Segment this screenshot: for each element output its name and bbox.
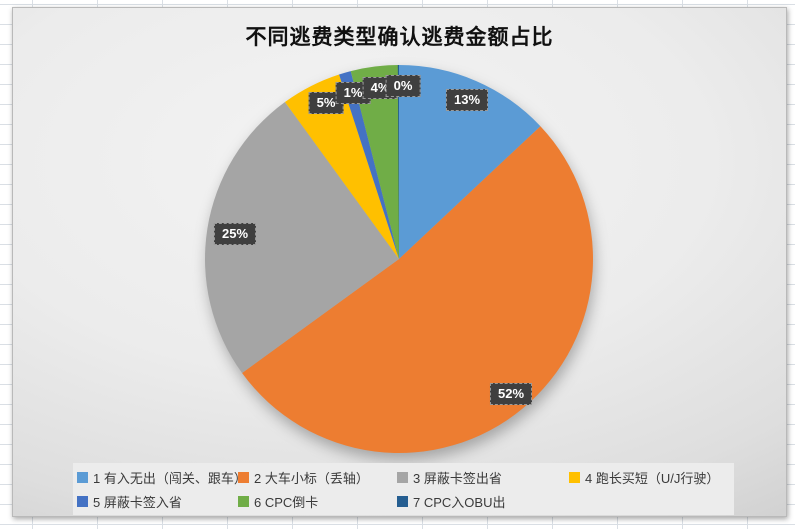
legend-item-1[interactable]: 1 有入无出（闯关、跟车） xyxy=(77,467,247,487)
data-label-2[interactable]: 52% xyxy=(489,383,533,405)
pie-chart xyxy=(204,64,594,454)
legend-color-swatch xyxy=(569,471,580,483)
pie-slice-1[interactable] xyxy=(399,65,541,259)
legend-item-7[interactable]: 7 CPC入OBU出 xyxy=(397,491,505,511)
legend-item-label: 7 CPC入OBU出 xyxy=(413,494,506,510)
legend-item-label: 3 屏蔽卡签出省 xyxy=(413,470,502,486)
legend-item-label: 1 有入无出（闯关、跟车） xyxy=(93,470,247,486)
chart-title: 不同逃费类型确认逃费金额占比 xyxy=(245,26,554,49)
chart-object[interactable]: 不同逃费类型确认逃费金额占比 13% 52% 25% 5% 1% 4% 0% 1 有入无出（… xyxy=(12,7,787,517)
pie-slice-2[interactable] xyxy=(242,126,594,454)
legend-color-swatch xyxy=(397,495,408,507)
data-label-3[interactable]: 25% xyxy=(213,223,257,245)
legend-item-4[interactable]: 4 跑长买短（U/J行驶） xyxy=(569,467,719,487)
legend-item-5[interactable]: 5 屏蔽卡签入省 xyxy=(77,491,182,511)
legend-item-label: 2 大车小标（丢轴） xyxy=(254,470,369,486)
legend-item-label: 6 CPC倒卡 xyxy=(254,494,319,510)
data-label-4[interactable]: 5% xyxy=(308,92,344,114)
legend-item-6[interactable]: 6 CPC倒卡 xyxy=(238,491,318,511)
pie-slice-6[interactable] xyxy=(350,65,399,259)
data-label-1[interactable]: 13% xyxy=(445,89,489,111)
pie-slice-3[interactable] xyxy=(204,102,399,374)
legend-color-swatch xyxy=(397,471,408,483)
legend-item-label: 4 跑长买短（U/J行驶） xyxy=(585,470,720,486)
pie-slice-5[interactable] xyxy=(339,71,399,259)
legend-color-swatch xyxy=(77,495,88,507)
legend-panel[interactable]: 1 有入无出（闯关、跟车） 2 大车小标（丢轴） 3 屏蔽卡签出省 4 跑长买短（U/… xyxy=(73,463,734,515)
legend-item-2[interactable]: 2 大车小标（丢轴） xyxy=(238,467,369,487)
legend-item-label: 5 屏蔽卡签入省 xyxy=(93,494,182,510)
data-label-7[interactable]: 0% xyxy=(385,75,421,97)
pie-slice-7[interactable] xyxy=(397,64,399,259)
legend-color-swatch xyxy=(238,495,249,507)
legend-color-swatch xyxy=(77,471,88,483)
pie-slice-4[interactable] xyxy=(284,74,399,260)
legend-color-swatch xyxy=(238,471,249,483)
legend-item-3[interactable]: 3 屏蔽卡签出省 xyxy=(397,467,502,487)
